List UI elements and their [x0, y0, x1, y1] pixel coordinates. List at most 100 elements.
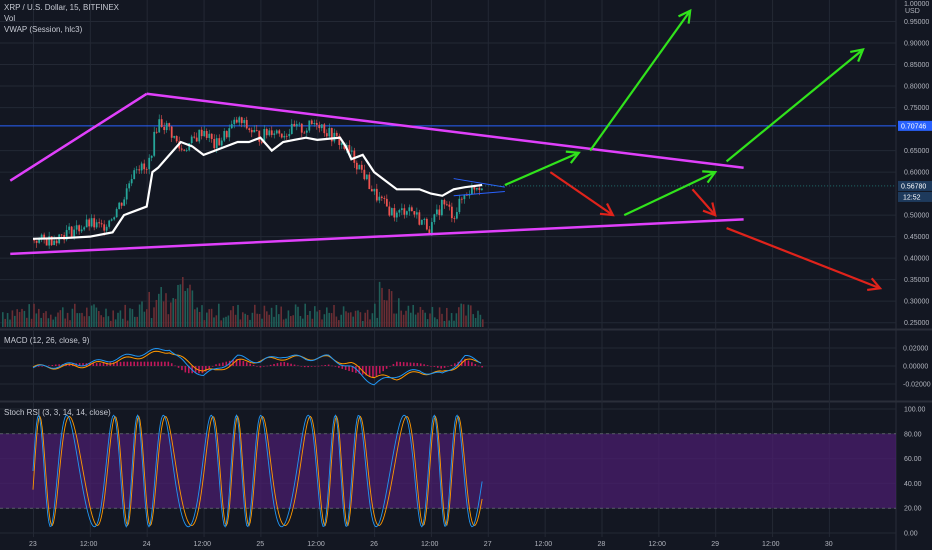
- macd-histogram-bar: [280, 362, 282, 366]
- volume-bar: [172, 298, 174, 327]
- stoch-tick-label: 80.00: [904, 431, 922, 438]
- candle-body: [135, 169, 138, 171]
- candle-body: [265, 128, 268, 136]
- volume-bar: [398, 298, 400, 327]
- macd-histogram-bar: [389, 366, 391, 367]
- candle-body: [165, 123, 168, 131]
- candle-body: [188, 143, 191, 151]
- volume-bar: [362, 320, 364, 327]
- candle-body: [235, 119, 238, 123]
- volume-bar: [309, 310, 311, 327]
- volume-bar: [110, 320, 112, 327]
- macd-histogram-bar: [99, 363, 101, 366]
- macd-histogram-bar: [481, 366, 483, 368]
- volume-bar: [472, 314, 474, 327]
- time-axis-label: 29: [711, 541, 719, 548]
- volume-bar: [338, 320, 340, 327]
- macd-histogram-bar: [150, 361, 153, 366]
- volume-bar: [381, 287, 383, 327]
- candle-body: [85, 219, 88, 228]
- level-price-badge: [898, 120, 932, 131]
- volume-bar: [359, 312, 362, 327]
- candle-body: [155, 131, 158, 133]
- price-tick-label: 0.80000: [904, 84, 929, 91]
- volume-bar: [52, 319, 54, 327]
- candle-body: [163, 126, 166, 131]
- macd-histogram-bar: [205, 366, 207, 372]
- volume-bar: [54, 316, 57, 327]
- macd-histogram-bar: [187, 366, 190, 374]
- stoch-tick-label: 60.00: [904, 456, 922, 463]
- volume-bar: [282, 319, 285, 327]
- volume-bar: [66, 312, 69, 327]
- candle-body: [295, 124, 298, 127]
- macd-histogram-bar: [147, 361, 149, 366]
- candle-body: [128, 183, 131, 189]
- volume-bar: [441, 313, 443, 327]
- volume-bar: [131, 309, 134, 327]
- candle-body: [45, 239, 48, 246]
- volume-bar: [458, 307, 460, 327]
- candle-body: [213, 138, 216, 149]
- macd-histogram-bar: [358, 366, 361, 374]
- macd-histogram-bar: [474, 363, 477, 366]
- volume-bar: [160, 287, 162, 327]
- candle-body: [355, 162, 358, 170]
- macd-histogram-bar: [123, 361, 125, 366]
- volume-bar: [446, 307, 448, 327]
- volume-bar: [302, 318, 304, 327]
- candle-body: [130, 179, 133, 184]
- channel-line-lower: [453, 190, 505, 197]
- candle-body: [75, 225, 78, 230]
- macd-histogram-bar: [399, 361, 402, 366]
- volume-bar: [280, 306, 282, 327]
- volume-bar: [465, 315, 467, 327]
- macd-histogram-bar: [133, 361, 135, 366]
- candle-body: [368, 174, 371, 190]
- volume-bar: [59, 310, 62, 327]
- volume-bar: [350, 312, 352, 327]
- macd-histogram-bar: [78, 363, 81, 366]
- candle-body: [93, 218, 96, 228]
- candle-body: [35, 240, 38, 243]
- volume-bar: [218, 303, 220, 327]
- candle-body: [408, 207, 411, 212]
- volume-bar: [203, 320, 206, 327]
- candle-body: [133, 170, 136, 180]
- macd-histogram-bar: [41, 366, 43, 367]
- volume-bar: [26, 317, 28, 327]
- macd-histogram-bar: [126, 361, 129, 366]
- candle-body: [413, 211, 416, 215]
- macd-legend: MACD (12, 26, close, 9): [4, 336, 90, 345]
- stoch-tick-label: 40.00: [904, 481, 922, 488]
- volume-bar: [386, 300, 388, 327]
- candle-body: [170, 126, 173, 138]
- candle-body: [110, 219, 113, 221]
- volume-bar: [405, 310, 407, 327]
- candle-body: [253, 130, 256, 133]
- macd-histogram-bar: [320, 365, 323, 367]
- macd-histogram-bar: [116, 362, 118, 366]
- volume-bar: [191, 290, 194, 327]
- volume-bar: [342, 306, 345, 327]
- time-axis-label: 25: [256, 541, 264, 548]
- candle-body: [353, 150, 356, 163]
- macd-histogram-bar: [208, 366, 211, 369]
- time-axis-label: 12:00: [194, 541, 212, 548]
- rising-left-trendline: [9, 92, 148, 182]
- macd-histogram-bar: [447, 366, 449, 367]
- volume-bar: [429, 313, 431, 327]
- macd-histogram-bar: [385, 366, 388, 369]
- candle-body: [100, 223, 103, 225]
- candle-body: [203, 131, 206, 137]
- macd-histogram-bar: [164, 361, 166, 366]
- time-axis-label: 28: [598, 541, 606, 548]
- volume-bar: [352, 316, 354, 327]
- candle-body: [475, 187, 478, 190]
- candle-body: [238, 117, 241, 123]
- candle-body: [183, 149, 186, 151]
- volume-bar: [40, 317, 42, 327]
- candle-body: [383, 197, 386, 199]
- time-axis-label: 30: [825, 541, 833, 548]
